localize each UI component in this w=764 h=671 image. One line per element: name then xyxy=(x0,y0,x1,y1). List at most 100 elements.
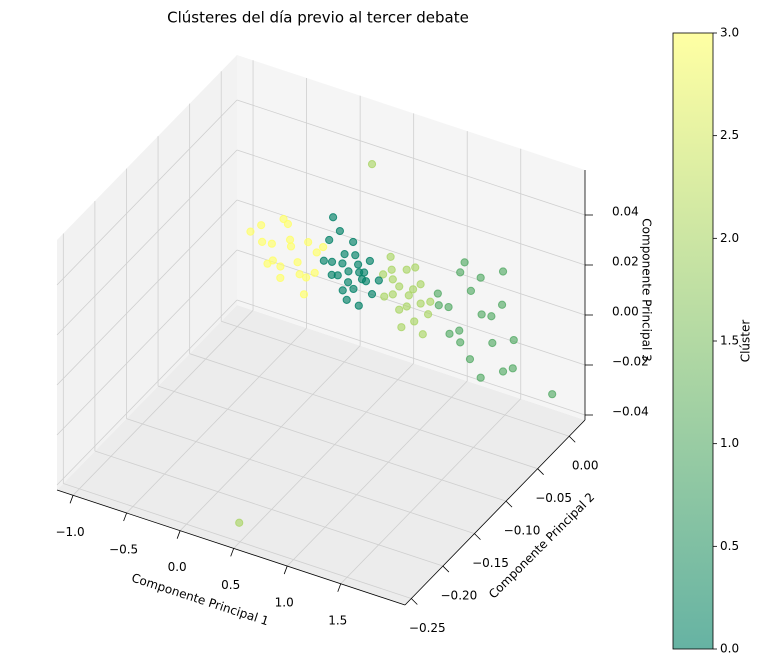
data-point xyxy=(508,364,517,373)
data-point xyxy=(340,250,349,259)
chart-title: Clústeres del día previo al tercer debat… xyxy=(167,9,469,27)
data-point xyxy=(456,338,465,347)
data-point xyxy=(304,238,313,247)
data-point xyxy=(387,265,396,274)
x-tick-label: 0.0 xyxy=(168,560,187,574)
data-point xyxy=(325,235,334,245)
data-point xyxy=(349,237,358,247)
z-tick-label: −0.02 xyxy=(612,355,649,369)
grid-line xyxy=(189,353,538,470)
data-point xyxy=(235,518,244,527)
data-point xyxy=(357,275,367,284)
y-tick-label: −0.05 xyxy=(535,491,572,505)
tick-mark xyxy=(568,435,576,443)
data-point xyxy=(354,260,363,269)
data-point xyxy=(344,267,353,276)
data-point xyxy=(380,292,389,301)
data-point xyxy=(246,227,255,236)
grid-line xyxy=(56,199,238,386)
data-point xyxy=(295,270,304,279)
data-point xyxy=(351,251,360,260)
grid-line xyxy=(179,345,361,531)
data-point xyxy=(455,326,464,335)
z-tick-label: 0.00 xyxy=(612,305,639,319)
colorbar xyxy=(672,32,714,650)
data-point xyxy=(509,335,518,345)
data-point xyxy=(388,275,397,284)
y-tick-label: −0.20 xyxy=(441,589,478,603)
data-point xyxy=(257,221,266,230)
colorbar-tick-label: 3.0 xyxy=(720,26,739,40)
data-point xyxy=(402,302,411,311)
data-point xyxy=(402,265,411,274)
data-point xyxy=(343,278,353,287)
tick-mark xyxy=(283,565,288,575)
tick-mark xyxy=(69,495,74,504)
data-point xyxy=(283,219,293,229)
x-tick-label: −1.0 xyxy=(55,525,84,539)
data-point xyxy=(367,290,377,299)
y-tick-label: −0.10 xyxy=(504,524,541,538)
colorbar-tick-label: 1.5 xyxy=(720,334,739,348)
data-point xyxy=(293,258,302,267)
grid-line xyxy=(236,199,586,316)
tick-mark xyxy=(123,512,127,522)
grid-line xyxy=(72,310,254,496)
x-tick-label: 1.5 xyxy=(328,613,347,627)
left-pane xyxy=(57,55,237,490)
data-point xyxy=(342,295,351,304)
plot-area xyxy=(56,55,593,606)
data-point xyxy=(327,257,337,266)
data-point xyxy=(379,270,388,279)
data-point xyxy=(388,290,397,299)
grid-line xyxy=(126,327,307,514)
grid-line xyxy=(340,398,522,585)
floor-pane xyxy=(57,305,585,605)
data-point xyxy=(397,323,406,332)
grid-line xyxy=(221,320,570,437)
data-point xyxy=(477,310,486,319)
data-point xyxy=(498,267,508,276)
data-point xyxy=(395,282,404,291)
data-point xyxy=(460,258,469,267)
y-tick-label: 0.00 xyxy=(572,459,599,473)
data-point xyxy=(434,301,443,310)
data-point xyxy=(487,312,496,321)
data-point xyxy=(498,367,508,376)
data-point xyxy=(299,290,309,299)
tick-mark xyxy=(176,530,181,539)
colorbar-tick-label: 2.0 xyxy=(720,231,739,245)
grid-line xyxy=(94,450,444,567)
z-axis-label: Componente Principal 3 xyxy=(640,218,654,361)
data-point xyxy=(258,237,267,247)
grid-line xyxy=(63,483,412,599)
data-point xyxy=(310,268,319,277)
tick-mark xyxy=(474,533,481,540)
x-tick-label: −0.5 xyxy=(109,543,138,557)
data-point xyxy=(408,285,418,294)
axis-line xyxy=(404,419,586,606)
data-point xyxy=(319,242,328,252)
grid-line xyxy=(56,99,238,286)
grid-line xyxy=(236,249,586,366)
colorbar-tick-label: 0.5 xyxy=(720,539,739,553)
data-point xyxy=(349,284,358,294)
z-tick-label: −0.04 xyxy=(612,405,649,419)
data-point xyxy=(476,373,485,382)
colorbar-tick-label: 0.0 xyxy=(720,642,739,656)
grid-line xyxy=(236,99,586,216)
data-point xyxy=(354,301,363,310)
data-point xyxy=(360,268,369,277)
data-point xyxy=(465,355,475,364)
data-point xyxy=(302,273,311,282)
colorbar-tick-label: 1.0 xyxy=(720,436,739,450)
grid-line xyxy=(126,418,475,534)
data-point xyxy=(279,214,288,224)
data-point xyxy=(338,286,347,295)
data-point xyxy=(456,268,465,277)
data-point xyxy=(488,338,497,348)
data-point xyxy=(335,226,344,236)
data-point xyxy=(497,300,507,309)
grid-line xyxy=(286,380,468,567)
